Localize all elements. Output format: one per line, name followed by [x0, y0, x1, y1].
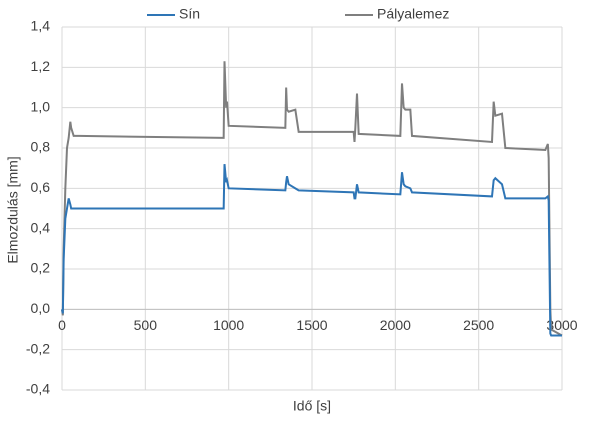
x-tick-label: 500: [134, 317, 158, 333]
legend-label: Pályalemez: [377, 6, 449, 22]
data-line: [61, 164, 562, 337]
y-tick-label: 0,8: [31, 139, 51, 155]
x-tick-label: 1000: [213, 317, 244, 333]
y-axis-title: Elmozdulás [mm]: [5, 156, 21, 263]
data-line: [61, 61, 563, 337]
y-tick-label: 0,2: [31, 260, 51, 276]
x-tick-label: 2500: [463, 317, 494, 333]
y-tick-label: 1,4: [31, 18, 51, 34]
y-tick-label: -0,2: [26, 340, 50, 356]
y-tick-label: 1,0: [31, 98, 51, 114]
x-axis-title: Idő [s]: [293, 398, 331, 414]
x-tick-label: 0: [58, 317, 66, 333]
x-tick-label: 2000: [380, 317, 411, 333]
y-tick-label: 0,0: [31, 300, 51, 316]
x-tick-label: 1500: [296, 317, 327, 333]
y-tick-label: 0,4: [31, 219, 51, 235]
y-tick-label: 0,6: [31, 179, 51, 195]
legend-label: Sín: [179, 6, 200, 22]
y-tick-label: 1,2: [31, 58, 51, 74]
x-tick-label: 3000: [546, 317, 577, 333]
y-tick-label: -0,4: [26, 381, 50, 397]
